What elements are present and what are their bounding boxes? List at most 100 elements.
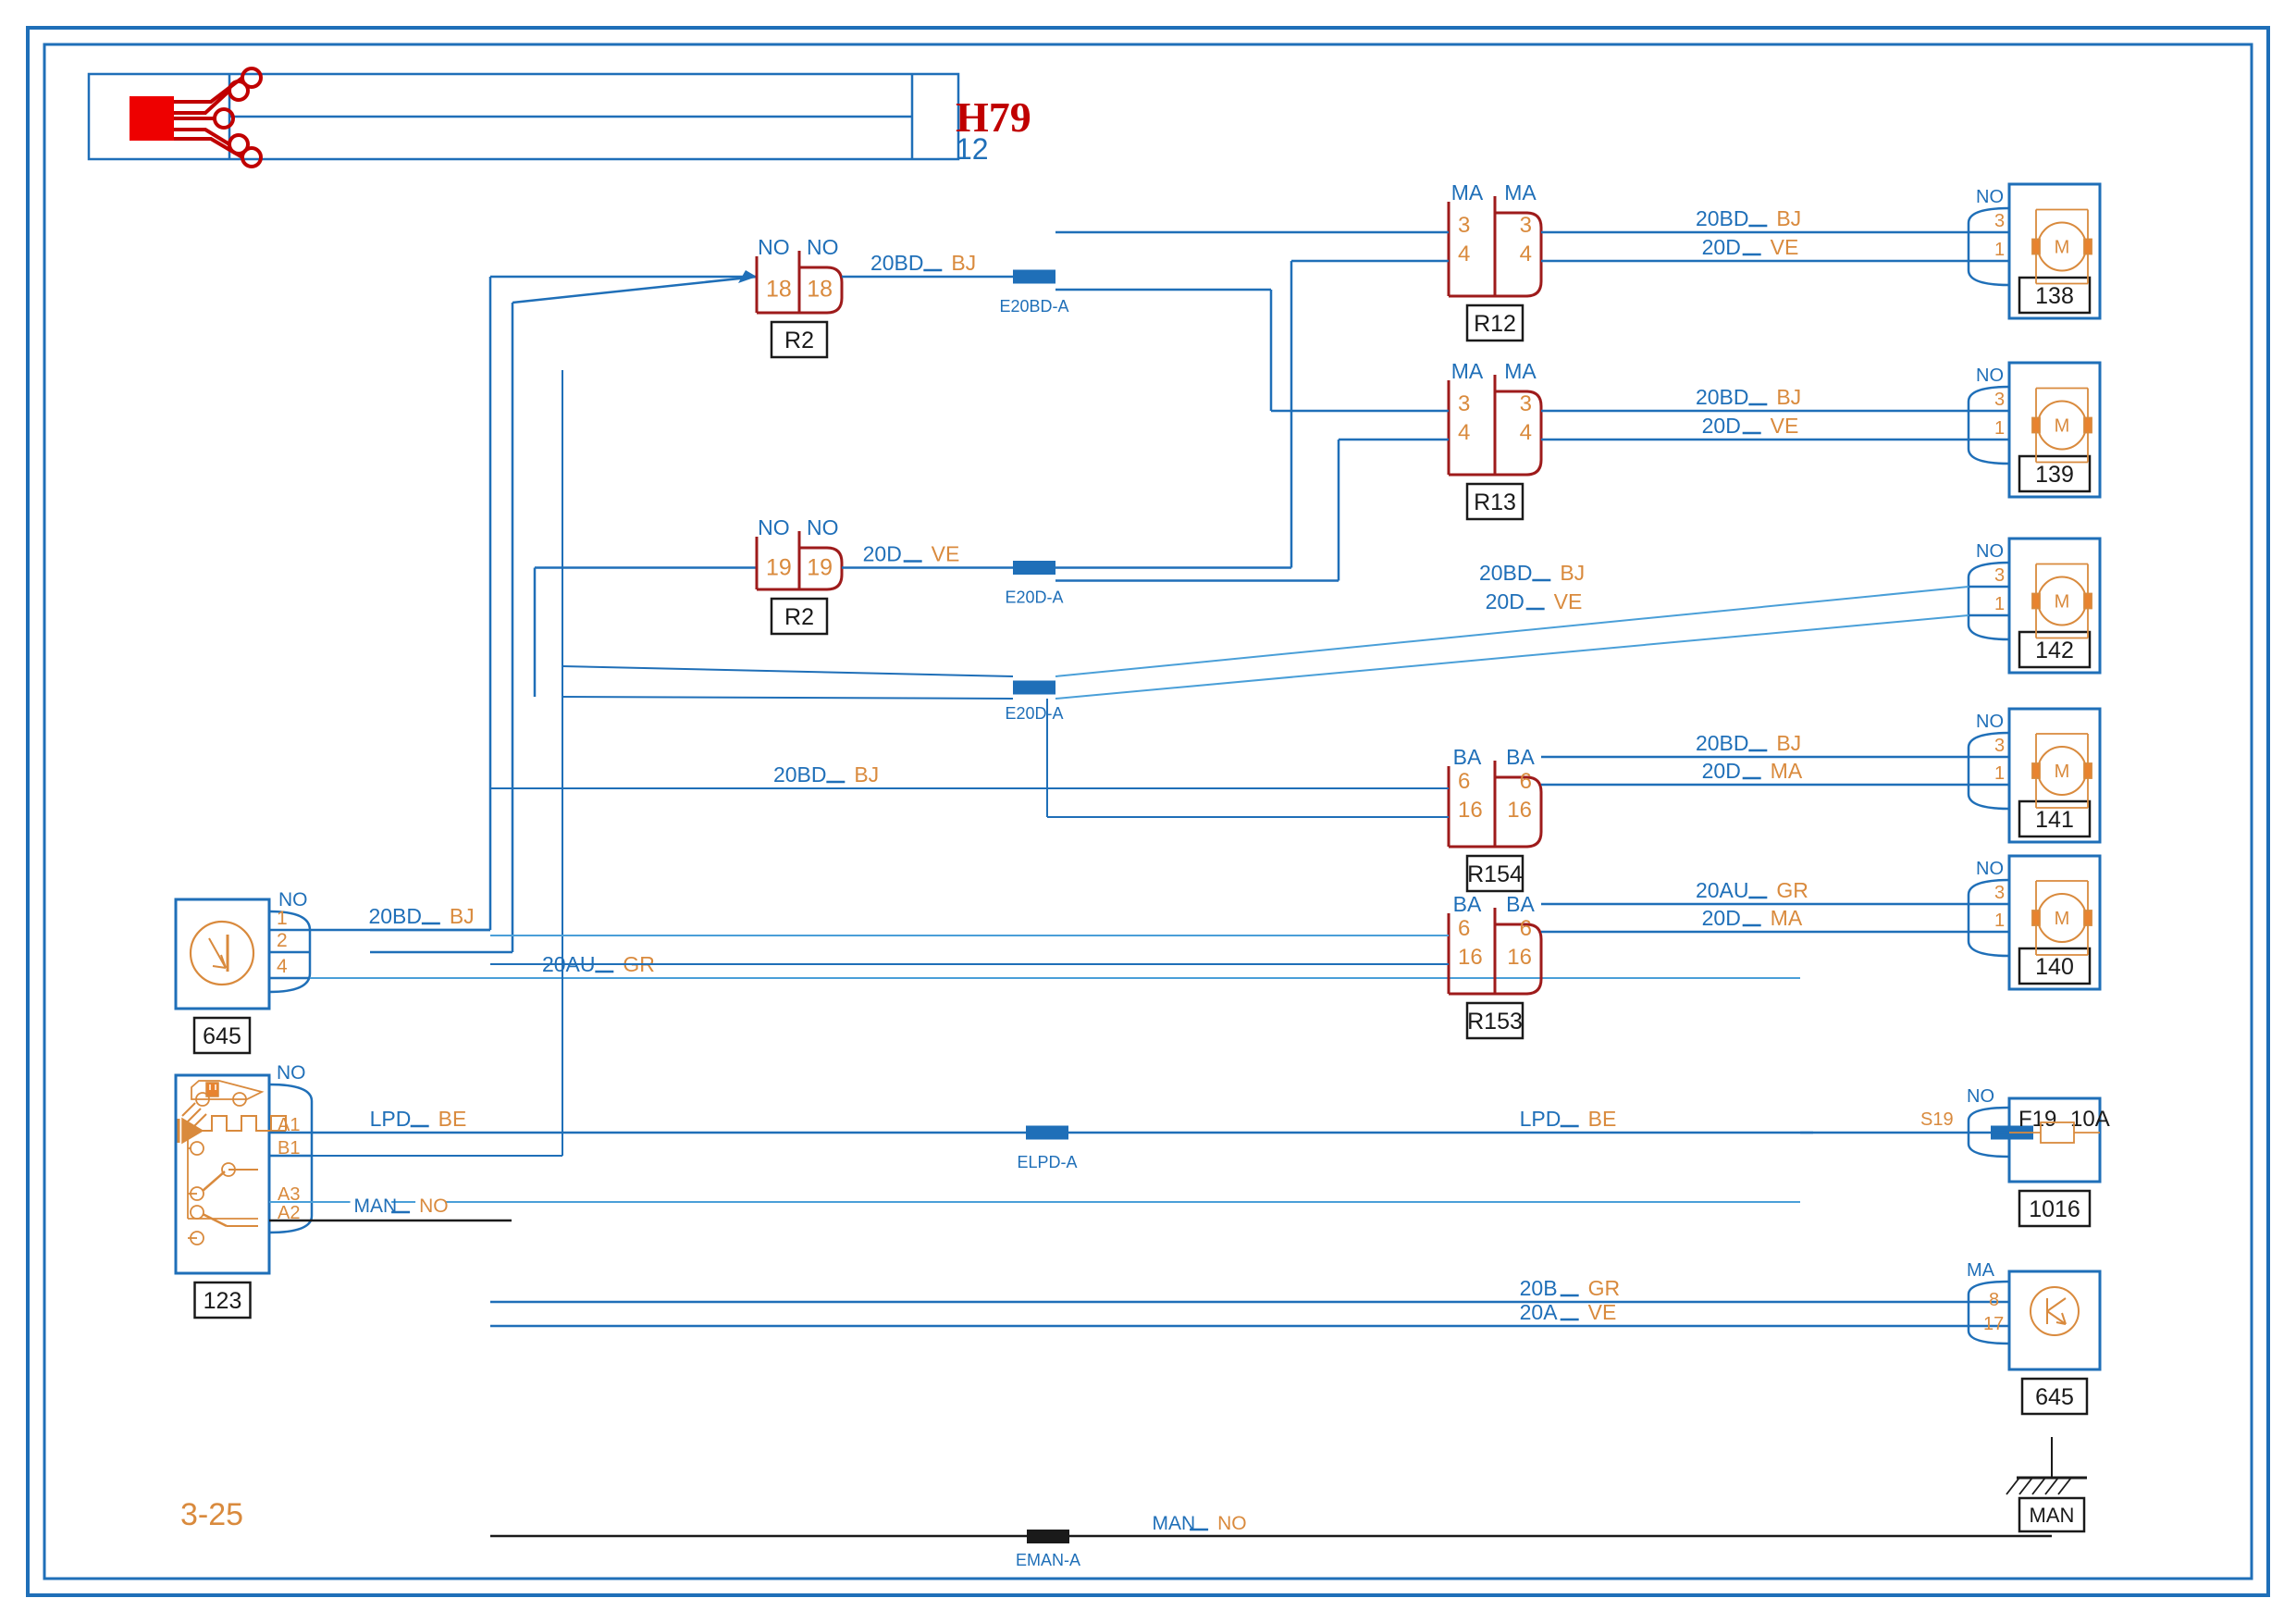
svg-text:BA: BA [1506,892,1535,916]
svg-text:3: 3 [1994,736,2005,756]
svg-text:BE: BE [1588,1107,1617,1131]
svg-text:16: 16 [1507,945,1532,970]
svg-text:1: 1 [1994,911,2005,931]
svg-text:20D: 20D [1486,589,1524,613]
svg-text:BJ: BJ [450,904,475,928]
svg-text:20D: 20D [863,542,902,566]
svg-text:16: 16 [1458,798,1483,823]
svg-text:3: 3 [1458,213,1470,238]
svg-text:BA: BA [1453,745,1482,769]
svg-text:BJ: BJ [1560,561,1585,585]
svg-text:M: M [2055,416,2070,437]
svg-text:MAN: MAN [2030,1504,2075,1527]
svg-text:6: 6 [1520,916,1532,941]
svg-text:NO: NO [1217,1513,1247,1534]
svg-text:NO: NO [758,235,790,259]
svg-text:20D: 20D [1702,906,1741,930]
svg-text:MA: MA [1771,759,1803,783]
svg-text:142: 142 [2035,638,2074,663]
svg-text:E20BD-A: E20BD-A [999,297,1068,316]
svg-text:1: 1 [1994,594,2005,614]
svg-text:138: 138 [2035,283,2074,309]
svg-text:MA: MA [1504,359,1537,383]
svg-text:S19: S19 [1920,1109,1954,1130]
svg-text:NO: NO [1976,541,2004,562]
svg-text:R12: R12 [1474,311,1516,337]
svg-text:123: 123 [204,1288,242,1314]
svg-text:MA: MA [1451,359,1484,383]
svg-text:R2: R2 [784,328,814,353]
svg-text:BJ: BJ [1776,385,1801,409]
svg-text:NO: NO [1976,187,2004,207]
svg-text:NO: NO [1976,859,2004,879]
svg-text:VE: VE [1588,1300,1617,1324]
svg-text:1: 1 [277,908,288,929]
svg-text:139: 139 [2035,462,2074,488]
svg-text:20D: 20D [1702,235,1741,259]
svg-text:BJ: BJ [854,762,879,787]
svg-text:M: M [2055,909,2070,929]
svg-text:MA: MA [1771,906,1803,930]
svg-text:4: 4 [1458,420,1470,445]
svg-text:18: 18 [807,277,833,303]
svg-text:ELPD-A: ELPD-A [1017,1153,1077,1171]
svg-text:VE: VE [1554,589,1583,613]
svg-text:R13: R13 [1474,489,1516,515]
svg-text:1: 1 [1994,763,2005,784]
svg-text:3: 3 [1458,391,1470,416]
svg-text:BA: BA [1453,892,1482,916]
svg-text:17: 17 [1983,1314,2004,1334]
svg-text:3: 3 [1520,391,1532,416]
svg-text:R154: R154 [1467,861,1523,887]
svg-text:1: 1 [1994,418,2005,439]
svg-text:NO: NO [807,235,839,259]
svg-text:LPD: LPD [1520,1107,1562,1131]
svg-text:BA: BA [1506,745,1535,769]
svg-text:R153: R153 [1467,1009,1523,1035]
svg-text:3: 3 [1994,565,2005,586]
svg-text:4: 4 [1520,242,1532,266]
svg-text:BJ: BJ [1776,206,1801,230]
svg-text:3: 3 [1994,211,2005,231]
svg-text:F19: F19 [2018,1107,2056,1132]
svg-text:10A: 10A [2070,1107,2110,1132]
svg-text:19: 19 [807,555,833,581]
svg-text:20D: 20D [1702,759,1741,783]
svg-text:18: 18 [766,277,792,303]
svg-text:20BD: 20BD [1696,206,1749,230]
svg-text:20BD: 20BD [870,251,924,275]
svg-text:8: 8 [1989,1290,1999,1310]
svg-text:MAN: MAN [354,1196,398,1217]
svg-text:4: 4 [1458,242,1470,266]
svg-text:3-25: 3-25 [180,1497,243,1532]
svg-text:BE: BE [438,1107,467,1131]
svg-text:NO: NO [1976,365,2004,386]
svg-text:1016: 1016 [2029,1196,2080,1222]
svg-text:NO: NO [419,1196,449,1217]
svg-text:NO: NO [1976,712,2004,732]
svg-text:20BD: 20BD [368,904,422,928]
svg-text:20AU: 20AU [1696,878,1749,902]
svg-text:BJ: BJ [951,251,976,275]
svg-text:EMAN-A: EMAN-A [1016,1551,1080,1569]
svg-text:NO: NO [277,1062,306,1084]
svg-text:19: 19 [766,555,792,581]
svg-text:12: 12 [956,132,989,166]
svg-text:VE: VE [1771,414,1799,438]
svg-text:GR: GR [1776,878,1808,902]
svg-text:4: 4 [277,956,288,977]
svg-text:645: 645 [2035,1384,2074,1410]
svg-text:16: 16 [1458,945,1483,970]
svg-text:BJ: BJ [1776,731,1801,755]
svg-text:3: 3 [1520,213,1532,238]
svg-text:20BD: 20BD [773,762,827,787]
svg-text:2: 2 [277,930,288,951]
svg-text:6: 6 [1458,916,1470,941]
svg-text:NO: NO [1967,1086,1994,1107]
svg-text:GR: GR [1588,1276,1621,1300]
svg-text:NO: NO [807,515,839,539]
svg-text:M: M [2055,238,2070,258]
svg-text:141: 141 [2035,807,2074,833]
svg-text:NO: NO [758,515,790,539]
svg-text:M: M [2055,762,2070,782]
